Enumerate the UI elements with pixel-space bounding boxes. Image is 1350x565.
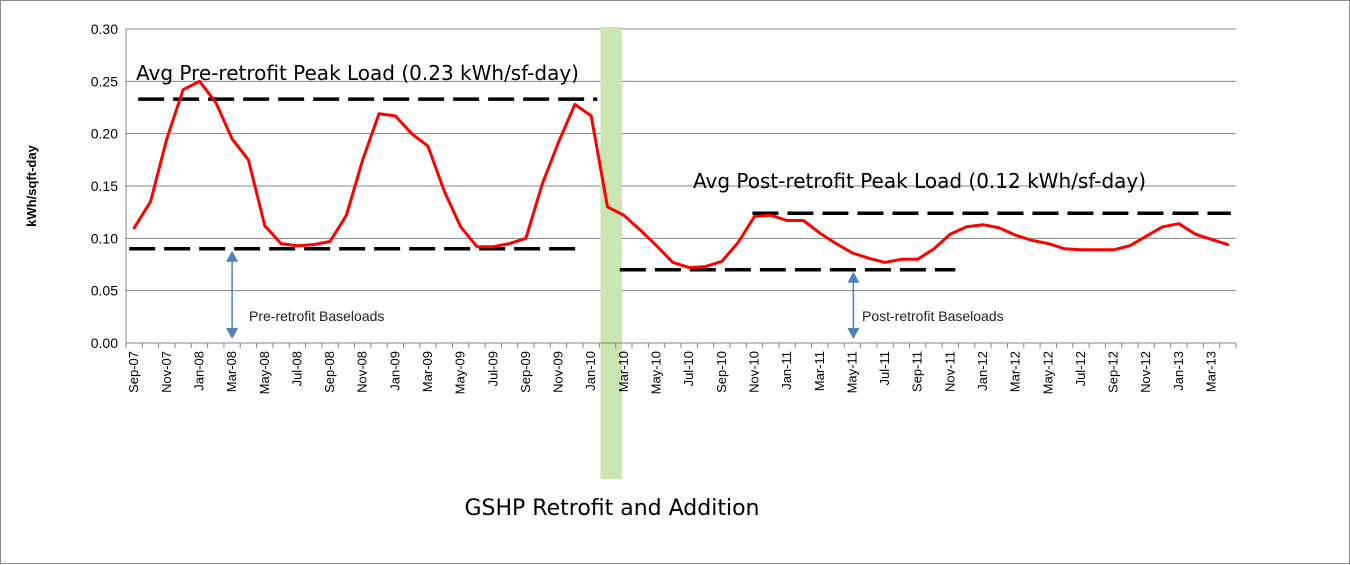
pre-retrofit-baseloads-label: Pre-retrofit Baseloads	[249, 308, 384, 324]
x-tick-label: Jan-09	[387, 351, 402, 391]
x-tick-label: Nov-12	[1138, 351, 1153, 393]
x-tick-label: May-10	[649, 351, 664, 394]
post-baseload-arrow-head-bottom	[847, 328, 860, 339]
y-tick-label: 0.05	[91, 283, 118, 299]
y-tick-label: 0.30	[91, 21, 118, 37]
pre-baseload-arrow-head-top	[226, 250, 239, 262]
x-tick-label: Mar-08	[224, 351, 239, 392]
retrofit-band-label: GSHP Retrofit and Addition	[464, 496, 759, 521]
x-tick-label: Nov-08	[355, 351, 370, 393]
x-tick-label: Sep-07	[126, 351, 141, 393]
x-tick-label: Nov-10	[746, 351, 761, 393]
pre-retrofit-peak-label: Avg Pre-retrofit Peak Load (0.23 kWh/sf-…	[136, 61, 579, 85]
y-axis-label: kWh/sqft-day	[24, 144, 39, 226]
x-tick-label: Nov-09	[551, 351, 566, 393]
y-tick-label: 0.00	[91, 335, 118, 351]
x-tick-label: Jan-08	[191, 351, 206, 391]
x-tick-label: Nov-11	[942, 351, 957, 392]
x-tick-label: Sep-08	[322, 351, 337, 393]
x-tick-label: Nov-07	[159, 351, 174, 393]
x-tick-label: May-11	[844, 351, 859, 393]
x-tick-label: Mar-10	[616, 351, 631, 392]
x-tick-label: May-08	[257, 351, 272, 394]
x-tick-label: Mar-13	[1204, 351, 1219, 392]
x-tick-label: Sep-09	[518, 351, 533, 393]
x-tick-label: May-09	[453, 351, 468, 394]
post-baseload-arrow-head-top	[847, 271, 860, 283]
y-tick-label: 0.10	[91, 230, 118, 246]
x-tick-label: Sep-10	[714, 351, 729, 393]
x-tick-label: Jan-13	[1171, 351, 1186, 391]
series-line	[132, 79, 1230, 270]
post-retrofit-peak-label: Avg Post-retrofit Peak Load (0.12 kWh/sf…	[693, 169, 1146, 193]
retrofit-band	[600, 27, 622, 479]
x-tick-label: Jul-11	[877, 351, 892, 385]
y-tick-label: 0.15	[91, 178, 118, 194]
x-tick-label: Jan-12	[975, 351, 990, 391]
x-tick-label: Jul-10	[681, 351, 696, 386]
x-tick-label: Sep-12	[1106, 351, 1121, 393]
x-tick-label: Sep-11	[910, 351, 925, 392]
y-tick-label: 0.25	[91, 73, 118, 89]
x-tick-label: Jul-08	[289, 351, 304, 386]
x-tick-label: Mar-11	[812, 351, 827, 391]
x-tick-label: Jan-10	[583, 351, 598, 391]
y-tick-label: 0.20	[91, 126, 118, 142]
x-tick-label: Jul-09	[485, 351, 500, 386]
pre-baseload-arrow-head-bottom	[226, 328, 239, 339]
x-tick-label: Jan-11	[779, 351, 794, 390]
post-retrofit-baseloads-label: Post-retrofit Baseloads	[862, 308, 1004, 324]
x-tick-label: Mar-09	[420, 351, 435, 392]
x-tick-label: Jul-12	[1073, 351, 1088, 386]
x-tick-label: Mar-12	[1008, 351, 1023, 392]
x-tick-label: May-12	[1040, 351, 1055, 394]
